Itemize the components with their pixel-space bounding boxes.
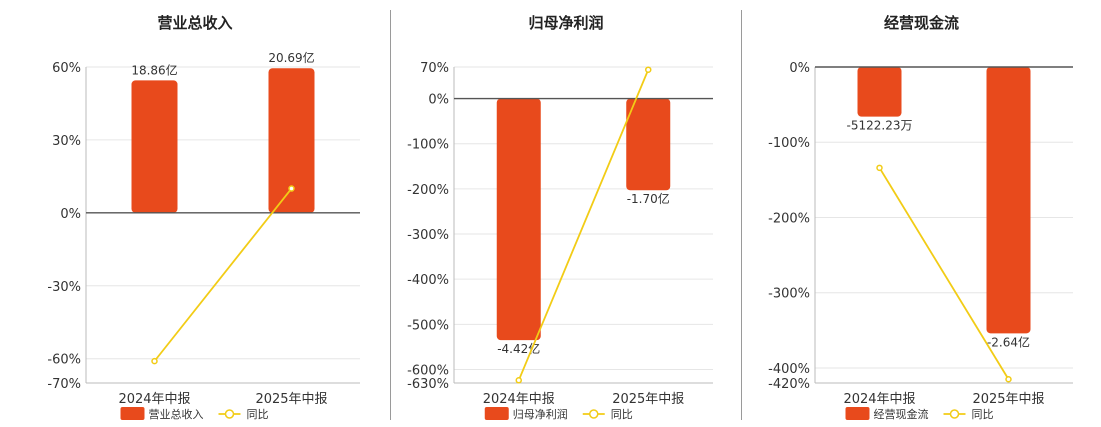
bar-value-label: 18.86亿	[131, 62, 177, 77]
legend-label: 归母净利润	[513, 407, 568, 421]
yoy-line	[517, 69, 650, 381]
y-tick-label: 30%	[52, 134, 81, 149]
y-tick-label: -630%	[407, 377, 449, 392]
legend-swatch-marker	[589, 409, 599, 419]
bar-value-label: -1.70亿	[627, 191, 670, 206]
bar	[496, 98, 541, 341]
x-tick-label: 2024年中报	[843, 392, 915, 407]
legend-swatch-marker	[949, 409, 960, 419]
x-tick-label: 2025年中报	[612, 392, 684, 407]
bar-value-label: 20.69亿	[268, 50, 314, 65]
yoy-point	[151, 357, 158, 365]
y-tick-label: -500%	[407, 318, 449, 333]
y-tick-label: 0%	[60, 207, 81, 222]
chart-svg: 60% 30% 0% -30% -60% -70% 18.86亿 20.69亿 2024年中报 2…	[47, 50, 360, 421]
y-tick-label: -60%	[47, 353, 81, 368]
yoy-point	[876, 164, 883, 172]
bar	[268, 68, 315, 213]
yoy-point	[1005, 375, 1012, 383]
legend-swatch-marker	[224, 409, 235, 419]
y-tick-label: -300%	[768, 287, 810, 302]
yoy-line	[878, 167, 1010, 380]
net-profit-chart-panel: 归母净利润 70% 0% -100% -200% -300% -400% -500% -600…	[391, 0, 741, 427]
y-tick-label: -300%	[407, 228, 449, 243]
legend-label: 同比	[247, 408, 269, 421]
bar	[857, 67, 902, 117]
chart-title: 营业总收入	[157, 14, 233, 32]
panel-divider	[741, 10, 742, 420]
y-tick-label: -400%	[407, 273, 449, 288]
y-tick-label: -100%	[407, 138, 449, 153]
y-tick-label: 0%	[428, 93, 449, 108]
y-tick-label: -200%	[407, 183, 449, 198]
legend-label: 同比	[972, 408, 994, 421]
chart-svg: 70% 0% -100% -200% -300% -400% -500% -600%-630%…	[407, 61, 713, 421]
revenue-chart-panel: 营业总收入 60% 30% 0% -30% -60% -70% 18.86亿 20.69亿 20…	[0, 0, 390, 427]
legend-label: 同比	[611, 408, 633, 421]
legend-label: 经营现金流	[874, 407, 929, 421]
y-tick-label: 60%	[52, 61, 81, 76]
legend-label: 营业总收入	[149, 407, 204, 421]
y-tick-label: -30%	[47, 280, 81, 295]
y-tick-label: -400%	[768, 362, 810, 377]
y-tick-label: -100%	[768, 136, 810, 151]
x-tick-label: 2024年中报	[118, 392, 190, 407]
yoy-line	[153, 187, 293, 362]
y-tick-label: -600%	[407, 363, 449, 378]
chart-title: 归母净利润	[528, 14, 604, 32]
legend-swatch-bar	[845, 407, 870, 420]
yoy-point	[288, 185, 295, 192]
chart-title: 经营现金流	[883, 14, 959, 32]
x-tick-label: 2025年中报	[255, 392, 327, 407]
yoy-point	[515, 377, 522, 384]
legend-swatch-bar	[120, 407, 145, 420]
bar-value-label: -2.64亿	[987, 334, 1030, 349]
bar	[131, 80, 178, 213]
bar	[986, 67, 1031, 334]
y-tick-label: -200%	[768, 211, 810, 226]
cash-flow-chart-panel: 经营现金流 0% -100% -200% -300% -400% -420% -5122.2…	[742, 0, 1101, 427]
y-tick-label: 0%	[789, 61, 810, 76]
y-tick-label: -70%	[47, 377, 81, 392]
y-tick-label: 70%	[420, 61, 449, 76]
y-tick-label: -420%	[768, 377, 810, 392]
x-tick-label: 2025年中报	[972, 392, 1044, 407]
legend-swatch-bar	[484, 407, 509, 420]
yoy-point	[645, 66, 652, 73]
bar	[626, 98, 671, 191]
panel-divider	[390, 10, 391, 420]
x-tick-label: 2024年中报	[483, 392, 555, 407]
bar-value-label: -5122.23万	[847, 119, 913, 133]
chart-svg: 0% -100% -200% -300% -400%-420% -5122.23万 -2.6…	[768, 61, 1073, 421]
